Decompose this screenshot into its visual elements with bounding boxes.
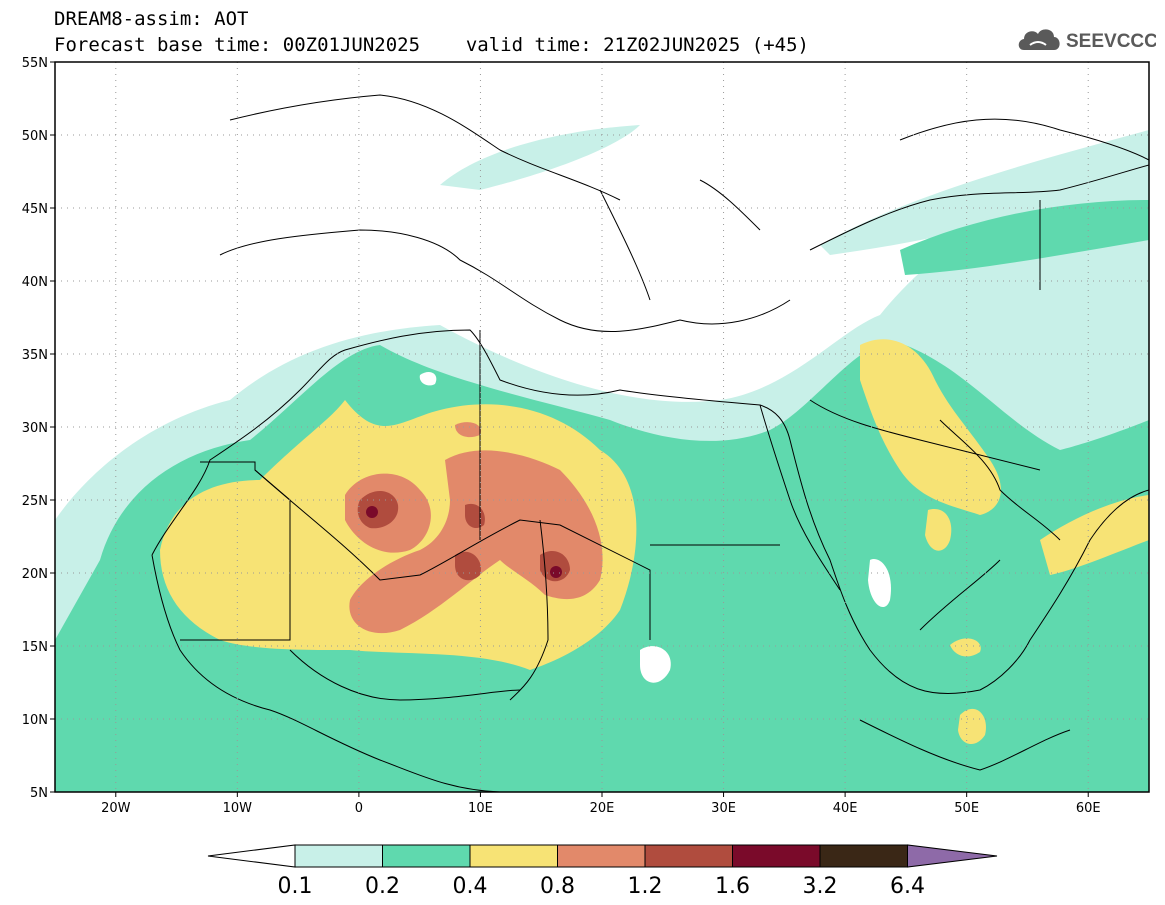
- colorbar-label: 1.2: [628, 874, 663, 899]
- lon-label: 40E: [833, 801, 858, 816]
- seevccc-logo: SEEVCCC: [1016, 22, 1158, 56]
- lat-label: 5N: [30, 786, 48, 801]
- colorbar-label: 0.8: [540, 874, 575, 899]
- time-info: Forecast base time: 00Z01JUN2025 valid t…: [54, 35, 809, 56]
- cloud-icon: SEEVCCC: [1018, 29, 1158, 52]
- colorbar-segment: [819, 844, 908, 868]
- colorbar-label: 0.1: [278, 874, 313, 899]
- lat-label: 30N: [22, 421, 48, 436]
- valid-time-label: valid time: 21Z02JUN2025 (+45): [465, 34, 809, 56]
- lon-label: 20E: [590, 801, 615, 816]
- lon-label: 30E: [711, 801, 736, 816]
- lat-label: 40N: [22, 275, 48, 290]
- lat-label: 10N: [22, 713, 48, 728]
- coastlines: [151, 94, 1149, 792]
- logo-text: SEEVCCC: [1066, 31, 1156, 52]
- colorbar-segment: [469, 844, 558, 868]
- lon-label: 60E: [1076, 801, 1101, 816]
- colorbar-segment: [644, 844, 733, 868]
- colorbar-segment: [382, 844, 471, 868]
- lon-label: 10E: [468, 801, 493, 816]
- lon-label: 50E: [954, 801, 979, 816]
- lat-label: 55N: [22, 56, 48, 71]
- colorbar-label: 0.4: [453, 874, 488, 899]
- colorbar-segment: [732, 844, 821, 868]
- grid-lines: [55, 62, 1149, 792]
- base-time-label: Forecast base time: 00Z01JUN2025: [54, 34, 421, 56]
- latitude-labels: 55N 50N 45N 40N 35N 30N 25N 20N 15N 10N 5N: [22, 56, 55, 801]
- lat-label: 35N: [22, 348, 48, 363]
- colorbar-segment: [294, 844, 383, 868]
- lat-label: 20N: [22, 567, 48, 582]
- colorbar: 0.1 0.2 0.4 0.8 1.2 1.6 3.2 6.4: [207, 844, 998, 899]
- lon-label: 10W: [223, 801, 253, 816]
- lon-label: 0: [355, 801, 363, 816]
- longitude-labels: 20W 10W 0 10E 20E 30E 40E 50E 60E: [101, 792, 1101, 816]
- lat-label: 50N: [22, 129, 48, 144]
- lat-label: 25N: [22, 494, 48, 509]
- colorbar-arrow-left: [207, 844, 296, 868]
- lat-label: 15N: [22, 640, 48, 655]
- colorbar-label: 6.4: [890, 874, 925, 899]
- colorbar-label: 3.2: [803, 874, 838, 899]
- colorbar-label: 0.2: [365, 874, 400, 899]
- colorbar-segment: [557, 844, 646, 868]
- lat-label: 45N: [22, 202, 48, 217]
- colorbar-arrow-right: [907, 844, 998, 868]
- map-title: DREAM8-assim: AOT: [54, 8, 249, 30]
- colorbar-label: 1.6: [715, 874, 750, 899]
- lon-label: 20W: [101, 801, 131, 816]
